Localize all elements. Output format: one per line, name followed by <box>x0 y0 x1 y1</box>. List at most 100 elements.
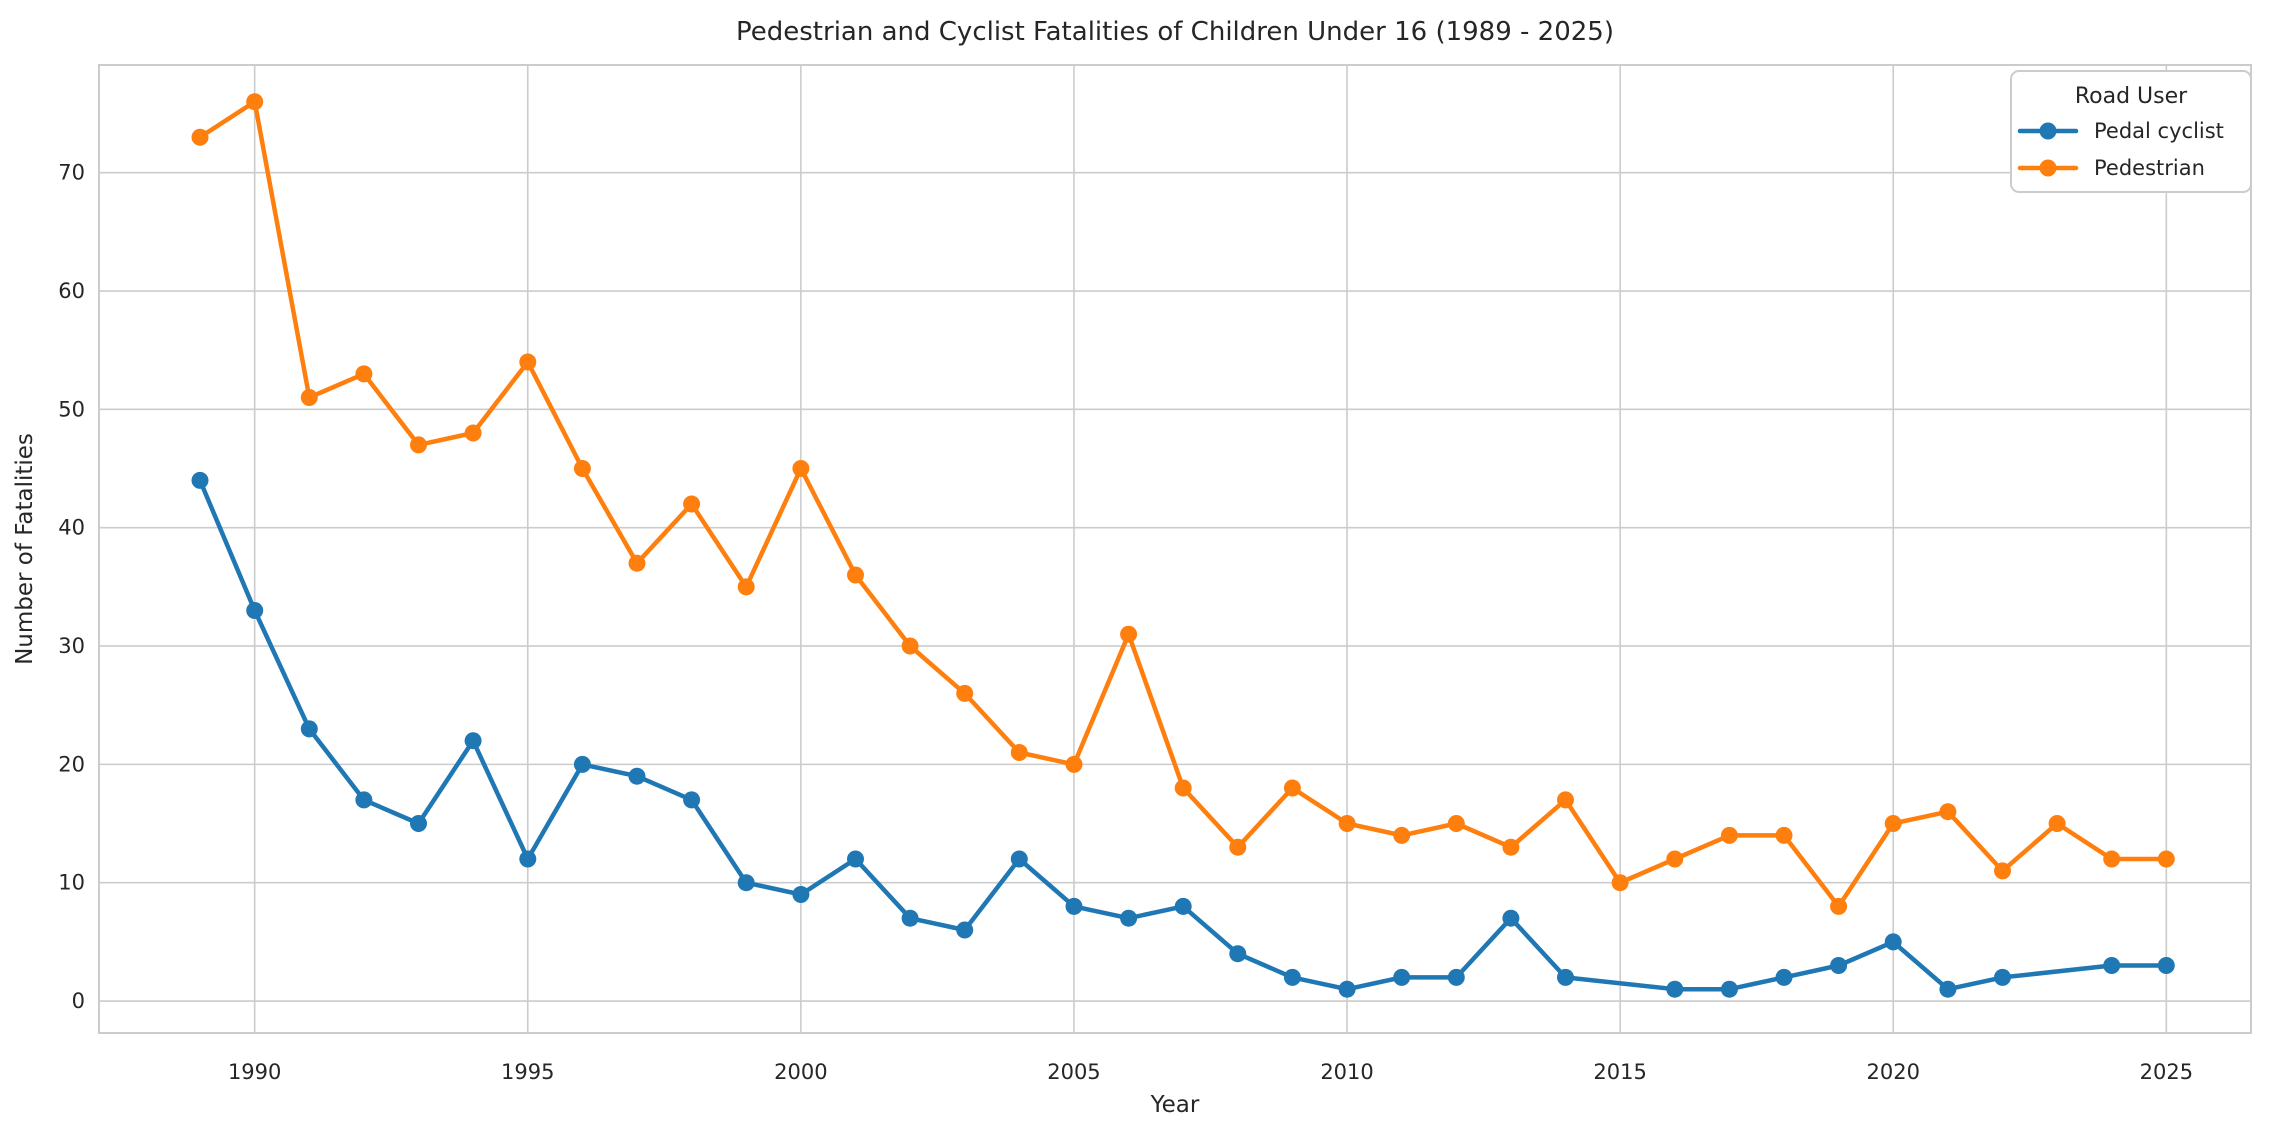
y-tick-label: 40 <box>58 516 85 540</box>
data-point-marker <box>847 566 864 584</box>
data-point-marker <box>1010 850 1028 868</box>
legend-label: Pedal cyclist <box>2094 119 2224 143</box>
x-tick-label: 2025 <box>2140 1060 2193 1084</box>
x-tick-label: 2015 <box>1593 1060 1646 1084</box>
data-point-marker <box>1775 826 1793 844</box>
data-point-marker <box>1939 803 1957 821</box>
data-point-marker <box>1393 968 1411 986</box>
data-point-marker <box>1884 933 1902 951</box>
data-point-marker <box>1557 968 1574 986</box>
data-point-marker <box>464 424 482 442</box>
data-point-marker <box>1502 838 1520 856</box>
y-tick-label: 50 <box>58 397 85 421</box>
data-point-marker <box>737 874 755 892</box>
data-point-marker <box>1720 980 1738 998</box>
data-point-marker <box>683 495 701 513</box>
data-point-marker <box>1283 779 1301 797</box>
legend-entries: Pedal cyclist Pedestrian <box>2017 119 2224 180</box>
data-point-marker <box>300 720 318 738</box>
data-point-marker <box>191 128 209 146</box>
data-point-marker <box>519 353 537 371</box>
data-point-marker <box>956 921 974 939</box>
data-point-marker <box>2048 815 2066 832</box>
data-point-marker <box>1557 791 1574 809</box>
data-point-marker <box>246 602 264 619</box>
data-point-marker <box>1393 826 1411 844</box>
data-point-marker <box>410 815 427 832</box>
legend-swatch-marker <box>2039 159 2057 177</box>
data-point-marker <box>410 436 427 454</box>
data-point-marker <box>1666 850 1684 868</box>
data-point-marker <box>300 389 318 406</box>
data-point-marker <box>792 460 810 477</box>
data-point-marker <box>464 732 482 750</box>
data-point-marker <box>1666 980 1684 998</box>
data-point-marker <box>1065 755 1083 773</box>
legend-swatch-marker <box>2039 122 2057 140</box>
y-tick-label: 60 <box>58 279 85 303</box>
data-point-marker <box>1229 945 1247 963</box>
data-point-marker <box>1775 968 1793 986</box>
chart-title: Pedestrian and Cyclist Fatalities of Chi… <box>736 17 1614 47</box>
data-point-marker <box>1174 779 1192 797</box>
data-point-marker <box>1994 862 2011 880</box>
x-tick-label: 2020 <box>1867 1060 1920 1084</box>
data-point-marker <box>246 93 264 111</box>
y-tick-label: 70 <box>58 161 85 185</box>
legend: Road User Pedal cyclist Pedestrian <box>2010 70 2252 193</box>
x-axis-label: Year <box>1150 1092 1200 1118</box>
data-point-marker <box>573 460 591 477</box>
data-point-marker <box>1338 980 1356 998</box>
data-point-marker <box>1120 625 1138 643</box>
data-point-marker <box>1939 980 1957 998</box>
y-axis-label: Number of Fatalities <box>12 433 38 665</box>
data-point-marker <box>1447 815 1465 832</box>
data-point-marker <box>628 767 646 785</box>
data-point-marker <box>956 684 974 702</box>
data-point-marker <box>191 471 209 489</box>
legend-title: Road User <box>2075 84 2188 109</box>
data-point-marker <box>901 637 919 655</box>
data-point-marker <box>355 791 373 809</box>
data-point-marker <box>1994 968 2011 986</box>
data-point-marker <box>847 850 864 868</box>
data-point-marker <box>1120 909 1138 927</box>
data-point-marker <box>1447 968 1465 986</box>
data-point-marker <box>519 850 537 868</box>
plot-frame <box>98 64 2252 1034</box>
data-point-marker <box>1229 838 1247 856</box>
x-tick-label: 2010 <box>1320 1060 1373 1084</box>
data-point-marker <box>683 791 701 809</box>
data-point-marker <box>2157 957 2175 974</box>
data-point-marker <box>2157 850 2175 868</box>
y-tick-label: 10 <box>58 871 85 895</box>
data-point-marker <box>1611 874 1629 892</box>
data-point-marker <box>628 554 646 572</box>
data-point-marker <box>1283 968 1301 986</box>
x-tick-label: 2000 <box>774 1060 827 1084</box>
tick-layer: 1990 1995 2000 2005 2010 2015 2020 2025 0 10 20 30 4… <box>58 161 2193 1084</box>
data-point-marker <box>1502 909 1520 927</box>
data-point-marker <box>737 578 755 596</box>
legend-box <box>2010 70 2252 193</box>
data-point-marker <box>573 755 591 773</box>
data-point-marker <box>2103 957 2121 974</box>
data-point-marker <box>1830 897 1848 915</box>
data-point-marker <box>1010 744 1028 761</box>
data-point-marker <box>1720 826 1738 844</box>
x-tick-label: 2005 <box>1047 1060 1100 1084</box>
data-point-marker <box>901 909 919 927</box>
series-layer <box>191 93 2175 998</box>
data-point-marker <box>792 886 810 903</box>
grid-layer <box>99 65 2251 1033</box>
data-point-marker <box>1065 897 1083 915</box>
data-point-marker <box>1338 815 1356 832</box>
data-point-marker <box>2103 850 2121 868</box>
data-point-marker <box>355 365 373 383</box>
legend-label: Pedestrian <box>2094 156 2205 180</box>
y-tick-label: 20 <box>58 752 85 776</box>
y-tick-label: 0 <box>72 989 85 1013</box>
data-point-marker <box>1174 897 1192 915</box>
